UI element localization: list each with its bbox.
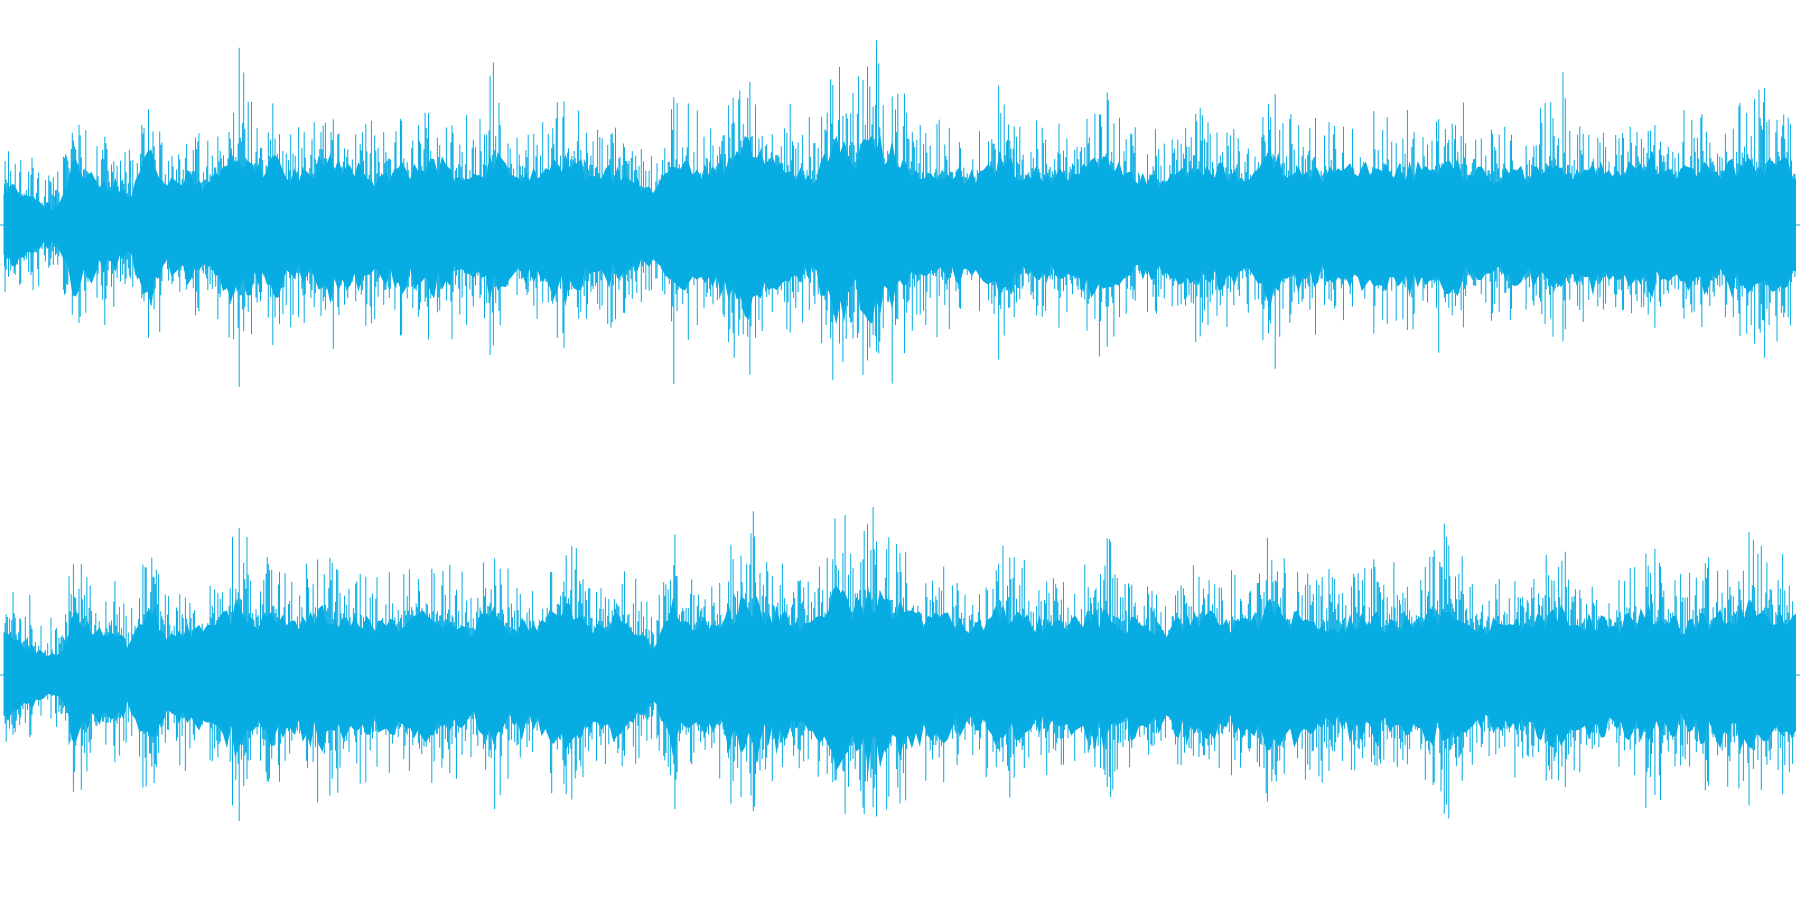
waveform-peaks — [3, 40, 1796, 387]
waveform-peaks — [3, 507, 1796, 821]
waveform-channel-1 — [0, 40, 1800, 387]
waveform-channel-2 — [0, 507, 1800, 821]
